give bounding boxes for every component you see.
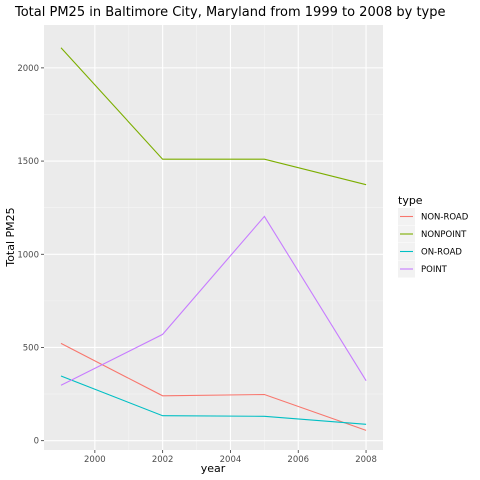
chart-title: Total PM25 in Baltimore City, Maryland f… [14,5,446,20]
y-axis: 0 500 1000 1500 2000 [17,64,44,447]
x-axis: 2000 2002 2004 2006 2008 [84,450,377,465]
x-tick-label: 2000 [84,455,106,465]
minor-gridlines [44,25,383,450]
legend: type NON-ROAD NONPOINT ON-ROAD POINT [398,194,469,278]
x-tick-label: 2008 [355,455,377,465]
y-tick-label: 1500 [17,157,39,167]
x-tick-label: 2004 [220,455,242,465]
legend-label-point: POINT [421,265,448,275]
x-axis-title: year [201,462,226,475]
legend-title: type [398,194,423,207]
legend-label-non-road: NON-ROAD [421,213,469,223]
y-tick-label: 1000 [17,250,39,260]
series-line-on-road [60,375,367,425]
x-tick-label: 2002 [152,455,174,465]
y-tick-label: 2000 [17,64,39,74]
y-axis-title: Total PM25 [4,207,17,267]
plot-panel [44,25,383,450]
series-line-non-road [60,342,367,431]
series-lines [60,47,367,431]
series-line-point [60,215,367,386]
legend-label-nonpoint: NONPOINT [421,230,467,240]
y-tick-label: 0 [34,437,39,447]
legend-label-on-road: ON-ROAD [421,248,462,258]
major-gridlines [44,25,383,450]
x-tick-label: 2006 [287,455,309,465]
series-line-nonpoint [60,47,367,186]
y-tick-label: 500 [23,343,39,353]
